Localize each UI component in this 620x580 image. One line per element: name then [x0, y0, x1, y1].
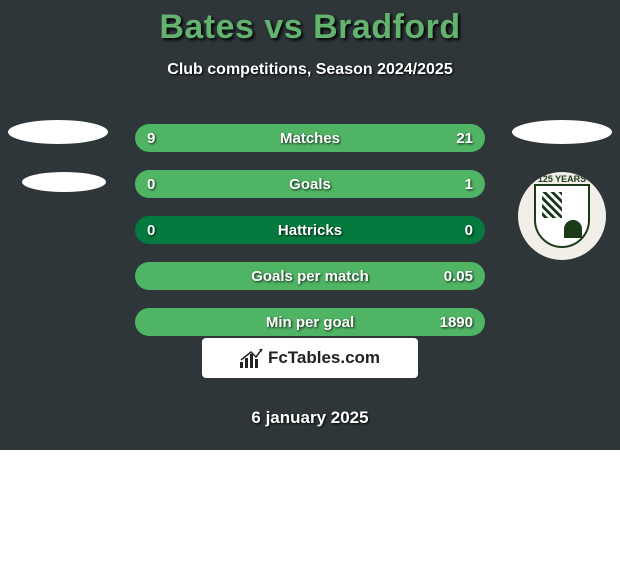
stat-right-value: 21 — [456, 130, 473, 147]
stat-bar: 0 Goals 1 — [135, 170, 485, 198]
placeholder-ellipse-icon — [22, 172, 106, 192]
stats-card: Bates vs Bradford Club competitions, Sea… — [0, 0, 620, 450]
stat-left-value: 9 — [147, 130, 155, 147]
bar-fill-right — [240, 124, 485, 152]
crest-shield-icon — [534, 184, 590, 248]
placeholder-ellipse-icon — [512, 120, 612, 144]
stat-bars-container: 9 Matches 21 0 Goals 1 0 Hattricks 0 Goals per ma… — [135, 124, 485, 354]
brand-badge: FcTables.com — [202, 338, 418, 378]
left-player-column — [8, 120, 108, 220]
club-crest-icon: 125 YEARS — [518, 172, 606, 260]
page-title: Bates vs Bradford — [0, 0, 620, 47]
stat-right-value: 0 — [465, 222, 473, 239]
stat-bar: 0 Hattricks 0 — [135, 216, 485, 244]
stat-left-value: 0 — [147, 222, 155, 239]
stat-left-value: 0 — [147, 176, 155, 193]
crest-arc-text: 125 YEARS — [518, 174, 606, 184]
stat-label: Goals per match — [251, 268, 369, 285]
stat-label: Goals — [289, 176, 331, 193]
placeholder-ellipse-icon — [8, 120, 108, 144]
brand-chart-icon — [240, 348, 264, 368]
stat-label: Hattricks — [278, 222, 342, 239]
stat-label: Matches — [280, 130, 340, 147]
right-player-column: 125 YEARS — [512, 120, 612, 260]
stat-bar: Min per goal 1890 — [135, 308, 485, 336]
generated-date: 6 january 2025 — [0, 408, 620, 428]
stat-bar: Goals per match 0.05 — [135, 262, 485, 290]
stat-right-value: 0.05 — [444, 268, 473, 285]
stat-label: Min per goal — [266, 314, 354, 331]
stat-bar: 9 Matches 21 — [135, 124, 485, 152]
stat-right-value: 1890 — [440, 314, 473, 331]
subtitle: Club competitions, Season 2024/2025 — [0, 61, 620, 79]
brand-text: FcTables.com — [268, 348, 380, 368]
stat-right-value: 1 — [465, 176, 473, 193]
